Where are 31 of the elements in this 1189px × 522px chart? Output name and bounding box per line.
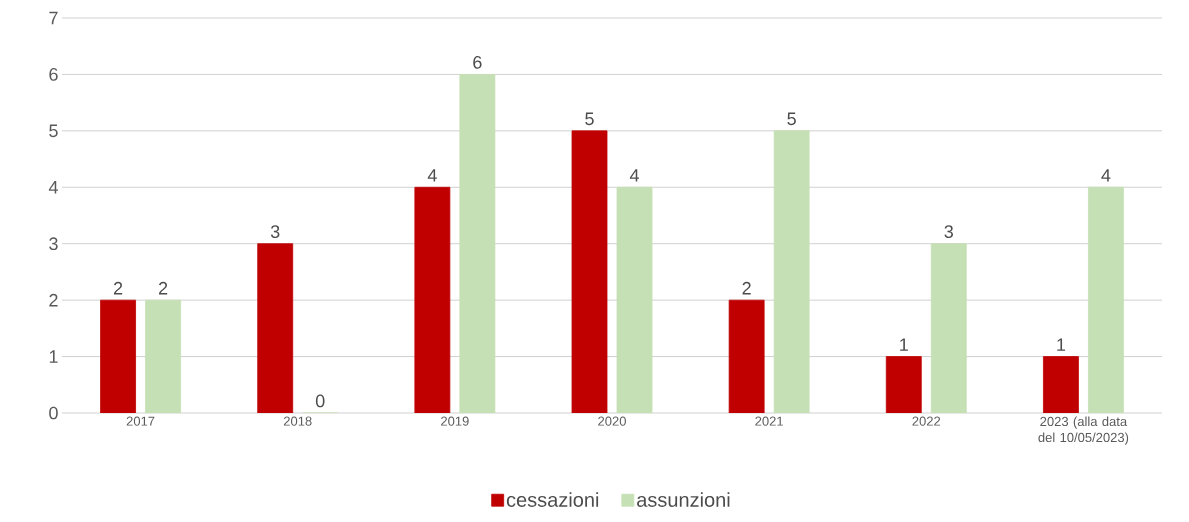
y-tick-label: 5 [49, 124, 58, 138]
y-tick-label: 6 [49, 68, 58, 81]
x-tick-label: 2017 [126, 416, 155, 426]
data-label: 3 [270, 225, 280, 238]
y-tick-label: 0 [49, 406, 58, 420]
data-label: 1 [900, 338, 908, 351]
data-label: 5 [787, 112, 796, 126]
data-label: 0 [315, 394, 325, 408]
x-tick-label: 2023 (alla data del 10/05/2023) [1038, 416, 1129, 445]
x-tick-label: 2020 [598, 416, 626, 426]
data-label: 2 [158, 281, 168, 295]
data-label: 3 [944, 225, 953, 238]
data-label: 4 [629, 169, 639, 182]
x-tick-label: 2021 [755, 416, 783, 426]
y-tick-label: 1 [49, 350, 58, 363]
x-tick-label: 2022 [912, 416, 941, 426]
data-label: 1 [1057, 338, 1066, 351]
y-tick-label: 2 [49, 293, 58, 307]
data-label: 5 [585, 112, 594, 126]
data-label: 6 [473, 55, 482, 69]
data-label: 2 [742, 281, 751, 295]
data-label: 4 [1101, 169, 1111, 182]
legend-label: assunzioni [637, 492, 730, 507]
data-label: 4 [427, 169, 437, 182]
data-label: 2 [113, 281, 123, 295]
y-tick-label: 7 [49, 11, 58, 25]
y-tick-label: 4 [48, 181, 58, 194]
y-tick-label: 3 [49, 237, 58, 251]
x-tick-label: 2018 [283, 416, 312, 426]
legend-label: cessazioni [506, 492, 599, 507]
x-tick-label: 2019 [441, 416, 469, 426]
